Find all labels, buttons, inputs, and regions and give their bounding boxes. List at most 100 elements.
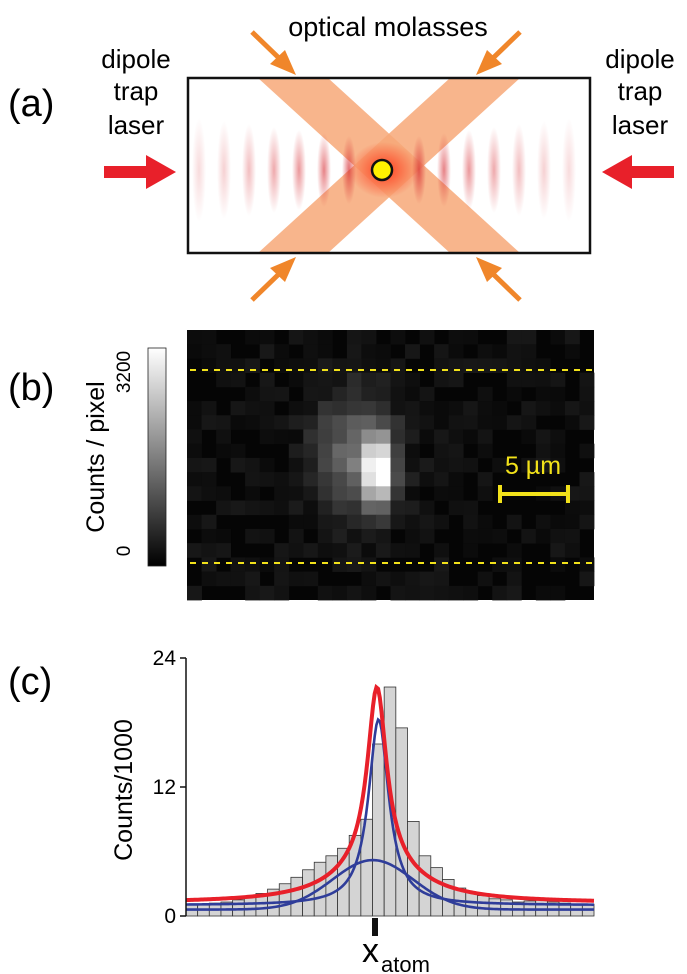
image-pixel [448, 585, 464, 601]
image-pixel [463, 457, 479, 473]
fringe-4 [292, 129, 306, 211]
image-pixel [259, 528, 275, 544]
image-pixel [463, 429, 479, 445]
image-pixel [361, 585, 377, 601]
image-pixel [564, 344, 580, 359]
image-pixel [230, 500, 246, 516]
image-pixel [390, 386, 406, 402]
image-pixel [216, 415, 232, 430]
image-pixel [477, 401, 493, 416]
image-pixel [303, 571, 319, 587]
image-pixel [303, 443, 319, 459]
image-pixel [535, 386, 551, 402]
image-pixel [550, 429, 566, 445]
image-pixel [245, 415, 261, 430]
image-pixel [288, 330, 304, 345]
image-pixel [535, 372, 551, 388]
image-pixel [361, 514, 377, 530]
histogram-bar [232, 899, 245, 917]
image-pixel [303, 500, 319, 516]
image-pixel [346, 585, 362, 601]
image-pixel [346, 386, 362, 402]
image-pixel [390, 415, 406, 430]
image-pixel [521, 415, 537, 430]
image-pixel [463, 415, 479, 430]
image-pixel [216, 571, 232, 587]
image-pixel [375, 401, 391, 416]
image-pixel [346, 457, 362, 473]
image-pixel [405, 472, 420, 487]
image-pixel [405, 528, 420, 544]
right-laser-line-3: laser [612, 110, 669, 140]
image-pixel [419, 415, 435, 430]
image-pixel [201, 571, 217, 587]
image-pixel [245, 386, 261, 402]
panel-b: (b) Counts / pixel 3200 0 5 µm [8, 330, 595, 601]
image-pixel [419, 386, 435, 402]
image-pixel [317, 372, 333, 388]
image-pixel [448, 472, 464, 487]
image-pixel [288, 543, 304, 558]
image-pixel [434, 443, 450, 459]
image-pixel [303, 457, 319, 473]
image-pixel [448, 330, 464, 345]
image-pixel [375, 429, 391, 445]
image-pixel [303, 472, 319, 487]
panel-b-label: (b) [8, 367, 54, 409]
image-pixel [216, 344, 232, 359]
image-pixel [463, 401, 479, 416]
image-pixel [390, 429, 406, 445]
image-pixel [521, 372, 537, 388]
fringe-5 [317, 132, 331, 208]
molasses-arrow-bottom-right [476, 257, 522, 302]
image-pixel [187, 415, 202, 430]
image-pixel [346, 372, 362, 388]
image-pixel [550, 401, 566, 416]
image-pixel [317, 344, 333, 359]
image-pixel [288, 486, 304, 501]
image-pixel [317, 543, 333, 558]
image-pixel [361, 443, 377, 459]
image-pixel [405, 401, 420, 416]
image-pixel [550, 457, 566, 473]
image-pixel [332, 386, 348, 402]
image-pixel [259, 330, 275, 345]
image-pixel [288, 528, 304, 544]
image-pixel [303, 344, 319, 359]
histogram-bar [535, 898, 548, 917]
image-pixel [361, 543, 377, 558]
image-pixel [346, 429, 362, 445]
image-pixel [390, 486, 406, 501]
image-pixel [564, 514, 580, 530]
molasses-arrow-top-left [250, 30, 296, 75]
image-pixel [230, 571, 246, 587]
image-pixel [434, 415, 450, 430]
image-pixel [390, 401, 406, 416]
image-pixel [303, 401, 319, 416]
image-pixel [303, 372, 319, 388]
image-pixel [259, 500, 275, 516]
image-pixel [317, 443, 333, 459]
image-pixel [259, 457, 275, 473]
image-pixel [579, 372, 595, 388]
image-pixel [521, 528, 537, 544]
image-pixel [230, 457, 246, 473]
fringe-3 [267, 126, 281, 214]
image-pixel [230, 415, 246, 430]
image-pixel [579, 514, 595, 530]
image-pixel [216, 486, 232, 501]
colorbar-max-label: 3200 [114, 351, 135, 393]
image-pixel [463, 514, 479, 530]
image-pixel [259, 585, 275, 601]
image-pixel [216, 543, 232, 558]
image-pixel [434, 344, 450, 359]
image-pixel [550, 443, 566, 459]
image-pixel [375, 500, 391, 516]
image-pixel [477, 486, 493, 501]
image-pixel [361, 372, 377, 388]
left-laser-label: dipole trap laser [101, 44, 170, 140]
image-pixel [506, 585, 522, 601]
image-pixel [317, 500, 333, 516]
image-pixel [521, 358, 537, 374]
